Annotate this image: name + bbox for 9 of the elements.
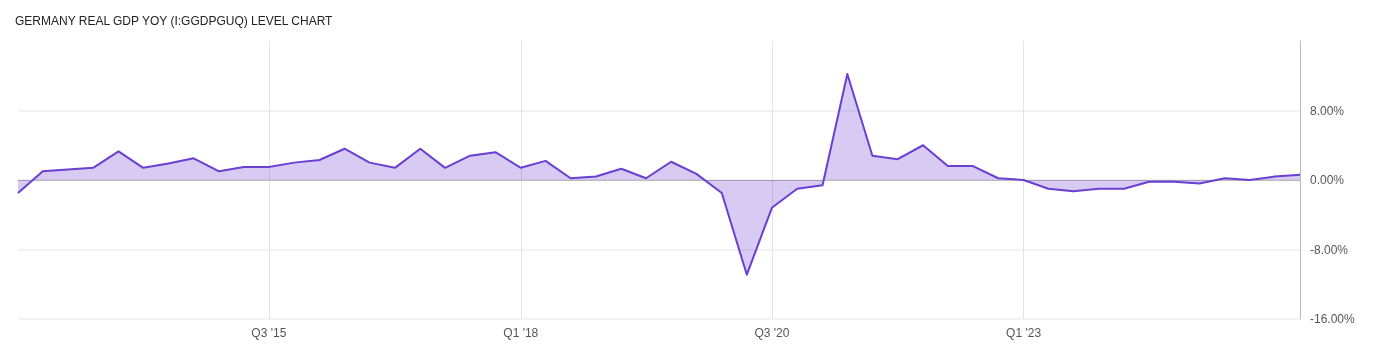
x-tick-label: Q3 '20 <box>754 326 790 340</box>
y-tick-label: -8.00% <box>1310 242 1349 257</box>
y-tick-label: 8.00% <box>1310 103 1345 118</box>
x-tick-label: Q1 '23 <box>1006 326 1042 340</box>
y-tick-label: 0.00% <box>1310 173 1345 187</box>
x-tick-label: Q1 '18 <box>503 326 539 340</box>
chart-title: GERMANY REAL GDP YOY (I:GGDPGUQ) LEVEL CHART <box>15 14 334 28</box>
y-tick-label: -16.00% <box>1310 312 1356 326</box>
x-tick-label: Q3 '15 <box>251 326 287 340</box>
